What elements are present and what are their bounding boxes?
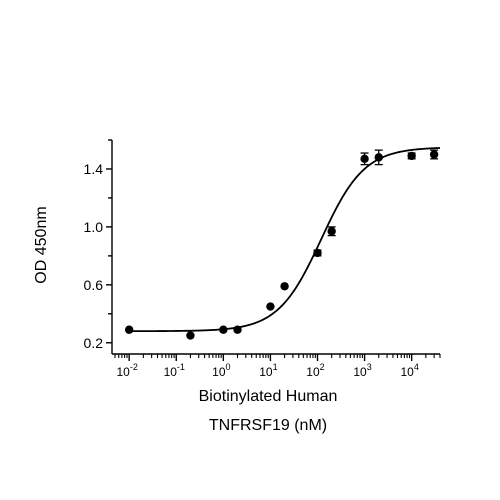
- data-point: [407, 151, 416, 161]
- y-tick-label: 1.0: [84, 219, 104, 235]
- x-tick-label: 102: [306, 362, 324, 379]
- x-axis-label-line1: Biotinylated Human: [199, 388, 338, 405]
- data-point: [327, 227, 336, 236]
- y-tick-labels: 0.2 0.6 1.0 1.4: [84, 161, 104, 351]
- data-point: [360, 154, 369, 164]
- data-points-layer: [124, 149, 439, 340]
- y-tick-label: 1.4: [84, 161, 104, 177]
- y-tick-label: 0.2: [84, 335, 104, 351]
- x-tick-base: 10: [306, 365, 320, 379]
- data-point: [266, 302, 275, 311]
- data-point: [124, 325, 134, 334]
- y-tick-label: 0.6: [84, 277, 104, 293]
- x-tick-labels: 10-2 10-1 100 101 102 103 104: [116, 362, 418, 379]
- data-point: [186, 331, 195, 340]
- x-tick-base: 10: [116, 365, 130, 379]
- x-tick-base: 10: [400, 365, 414, 379]
- data-point: [374, 153, 383, 162]
- x-tick-exponent: -2: [130, 362, 138, 372]
- x-tick-label: 10-2: [116, 362, 137, 379]
- x-tick-base: 10: [164, 365, 178, 379]
- data-point: [313, 248, 322, 258]
- data-point: [280, 282, 289, 291]
- x-tick-base: 10: [259, 365, 273, 379]
- fit-curve: [129, 147, 441, 333]
- x-tick-label: 10-1: [164, 362, 185, 379]
- data-point: [219, 325, 228, 334]
- data-point: [429, 150, 439, 159]
- x-tick-base: 10: [353, 365, 367, 379]
- data-point: [233, 325, 242, 334]
- y-axis-label: OD 450nm: [33, 206, 50, 283]
- x-tick-label: 100: [212, 362, 230, 379]
- x-axis-label-line2: TNFRSF19 (nM): [209, 417, 327, 434]
- fit-curve-layer: [129, 147, 441, 333]
- x-tick-exponent: 1: [273, 362, 278, 372]
- x-tick-exponent: 4: [414, 362, 419, 372]
- x-tick-label: 104: [400, 362, 418, 379]
- x-tick-exponent: -1: [177, 362, 185, 372]
- x-tick-exponent: 2: [320, 362, 325, 372]
- axes: [106, 139, 441, 361]
- x-tick-base: 10: [212, 365, 226, 379]
- x-tick-exponent: 3: [367, 362, 372, 372]
- x-tick-label: 103: [353, 362, 371, 379]
- x-tick-label: 101: [259, 362, 277, 379]
- x-tick-exponent: 0: [226, 362, 231, 372]
